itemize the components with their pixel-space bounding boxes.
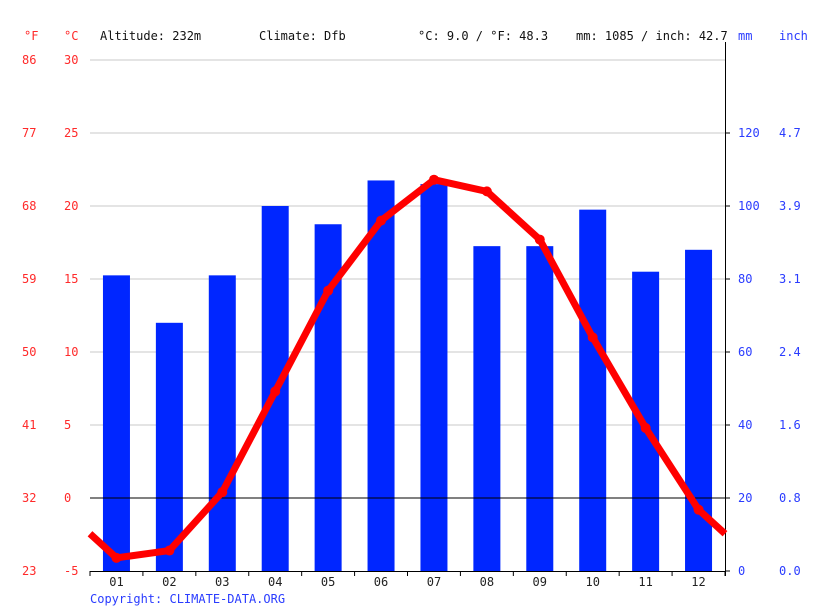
mm-tick-label: 100	[738, 199, 760, 213]
inch-tick-label: 4.7	[779, 126, 801, 140]
fahrenheit-tick-label: 86	[22, 53, 37, 67]
mm-tick-label: 80	[738, 272, 753, 286]
month-label: 02	[162, 575, 177, 589]
inch-tick-label: 3.9	[779, 199, 801, 213]
precip-bar	[579, 209, 607, 571]
temperature-point	[323, 285, 334, 296]
copyright-link[interactable]: Copyright: CLIMATE-DATA.ORG	[90, 592, 286, 606]
temperature-point	[481, 186, 492, 197]
month-label: 11	[638, 575, 653, 589]
temperature-point	[217, 487, 228, 498]
climate-label: Climate: Dfb	[259, 29, 346, 43]
fahrenheit-tick-label: 41	[22, 418, 37, 432]
precip-bar	[420, 184, 448, 571]
precip-bar	[473, 246, 501, 571]
fahrenheit-unit-label: °F	[24, 29, 39, 43]
month-label: 01	[109, 575, 124, 589]
month-label: 03	[215, 575, 230, 589]
inch-tick-label: 3.1	[779, 272, 801, 286]
precip-bar	[208, 275, 236, 571]
month-label: 12	[691, 575, 706, 589]
mm-tick-label: 40	[738, 418, 753, 432]
celsius-unit-label: °C	[64, 29, 79, 43]
month-label: 07	[426, 575, 442, 589]
precip-bar	[102, 275, 130, 571]
temperature-point	[693, 504, 704, 515]
temperature-point	[534, 234, 545, 245]
mm-tick-label: 20	[738, 491, 753, 505]
fahrenheit-tick-label: 77	[22, 126, 37, 140]
mm-unit-label: mm	[738, 29, 753, 43]
celsius-tick-label: 25	[64, 126, 79, 140]
temperature-line	[87, 176, 728, 562]
mm-tick-label: 0	[738, 564, 746, 578]
inch-tick-label: 2.4	[779, 345, 801, 359]
inch-unit-label: inch	[779, 29, 808, 43]
temperature-point	[270, 386, 281, 397]
fahrenheit-tick-label: 32	[22, 491, 37, 505]
month-label: 06	[373, 575, 389, 589]
month-label: 04	[267, 575, 283, 589]
temperature-point	[428, 174, 439, 185]
celsius-tick-label: 10	[64, 345, 79, 359]
month-label: 08	[479, 575, 495, 589]
month-label: 05	[320, 575, 336, 589]
celsius-tick-label: 30	[64, 53, 79, 67]
temperature-point	[111, 552, 122, 563]
month-label: 10	[585, 575, 600, 589]
temperature-point	[640, 422, 651, 433]
month-label: 09	[532, 575, 547, 589]
fahrenheit-tick-label: 59	[22, 272, 37, 286]
celsius-tick-label: -5	[64, 564, 79, 578]
fahrenheit-tick-label: 23	[22, 564, 37, 578]
temperature-point	[164, 545, 175, 556]
precip-bar	[367, 180, 395, 571]
precip-bar	[526, 246, 554, 571]
celsius-tick-label: 20	[64, 199, 79, 213]
celsius-tick-label: 5	[64, 418, 72, 432]
mm-tick-label: 60	[738, 345, 753, 359]
fahrenheit-tick-label: 50	[22, 345, 37, 359]
celsius-tick-label: 0	[64, 491, 72, 505]
fahrenheit-tick-label: 68	[22, 199, 37, 213]
celsius-tick-label: 15	[64, 272, 79, 286]
temperature-point	[376, 215, 387, 226]
precip-bar	[155, 322, 183, 571]
mm-tick-label: 120	[738, 126, 760, 140]
altitude-label: Altitude: 232m	[100, 29, 202, 43]
temperature-point	[587, 332, 598, 343]
inch-tick-label: 0.0	[779, 564, 801, 578]
inch-tick-label: 0.8	[779, 491, 801, 505]
total-precip-label: mm: 1085 / inch: 42.7	[576, 29, 728, 43]
avg-temp-label: °C: 9.0 / °F: 48.3	[418, 29, 549, 43]
inch-tick-label: 1.6	[779, 418, 801, 432]
